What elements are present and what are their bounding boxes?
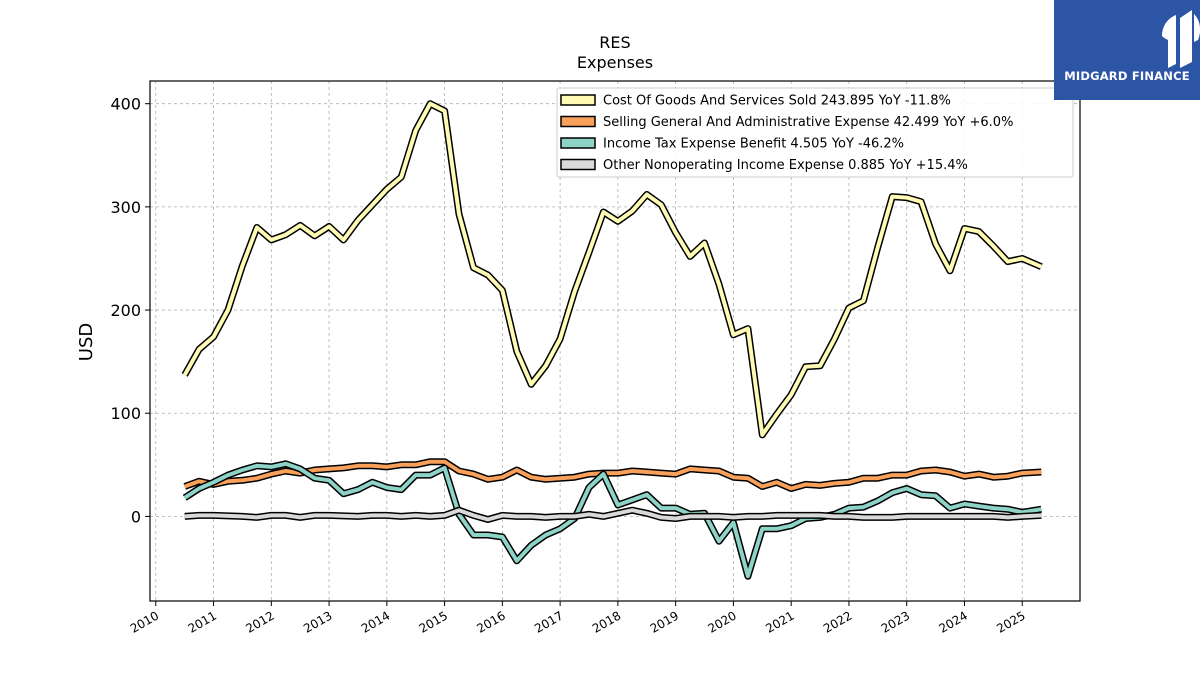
x-tick-label: 2020 — [705, 608, 738, 635]
x-tick-label: 2015 — [417, 608, 450, 635]
legend-swatch — [560, 115, 596, 128]
x-tick-label: 2021 — [763, 608, 796, 635]
x-tick-label: 2012 — [243, 608, 276, 635]
x-tick-label: 2018 — [590, 608, 623, 635]
legend-swatch — [560, 94, 596, 106]
series-line-2 — [184, 459, 1042, 491]
legend-entry: Selling General And Administrative Expen… — [603, 115, 1013, 130]
x-tick-label: 2013 — [301, 608, 334, 635]
legend-swatch — [560, 137, 596, 149]
y-tick-label: 0 — [131, 507, 141, 526]
x-tick-label: 2011 — [186, 608, 219, 635]
series-line-3 — [183, 461, 1042, 579]
y-tick-label: 300 — [110, 198, 141, 217]
legend-entry: Income Tax Expense Benefit 4.505 YoY -46… — [603, 137, 904, 152]
series-line-1 — [182, 101, 1043, 437]
series-outline — [182, 460, 1042, 580]
legend-box — [556, 87, 1074, 178]
series-layer — [181, 100, 1043, 580]
brand-logo: MIDGARD FINANCE — [1054, 0, 1200, 100]
x-tick-label: 2019 — [648, 608, 681, 635]
legend: Cost Of Goods And Services Sold 243.895 … — [556, 87, 1074, 178]
y-tick-label: 400 — [110, 95, 141, 114]
x-tick-label: 2017 — [532, 608, 565, 635]
chart-title: RES — [599, 33, 630, 52]
x-tick-label: 2014 — [359, 608, 392, 635]
x-tick-label: 2023 — [879, 608, 912, 635]
x-tick-label: 2025 — [994, 608, 1027, 635]
y-tick-label: 200 — [110, 301, 141, 320]
brand-name: MIDGARD FINANCE — [1064, 69, 1190, 83]
legend-swatch — [560, 158, 596, 171]
y-axis-label: USD — [76, 323, 97, 361]
chart-subtitle: Expenses — [577, 53, 653, 72]
y-tick-label: 100 — [110, 404, 141, 423]
brand-mark-icon — [1162, 10, 1200, 68]
plot-frame — [149, 80, 1081, 602]
legend-entry: Other Nonoperating Income Expense 0.885 … — [603, 158, 968, 173]
series-line-4 — [184, 508, 1042, 522]
x-tick-label: 2024 — [937, 608, 970, 635]
x-tick-label: 2022 — [821, 608, 854, 635]
legend-entry: Cost Of Goods And Services Sold 243.895 … — [603, 94, 951, 109]
x-tick-label: 2016 — [474, 608, 507, 635]
x-tick-label: 2010 — [128, 608, 161, 635]
